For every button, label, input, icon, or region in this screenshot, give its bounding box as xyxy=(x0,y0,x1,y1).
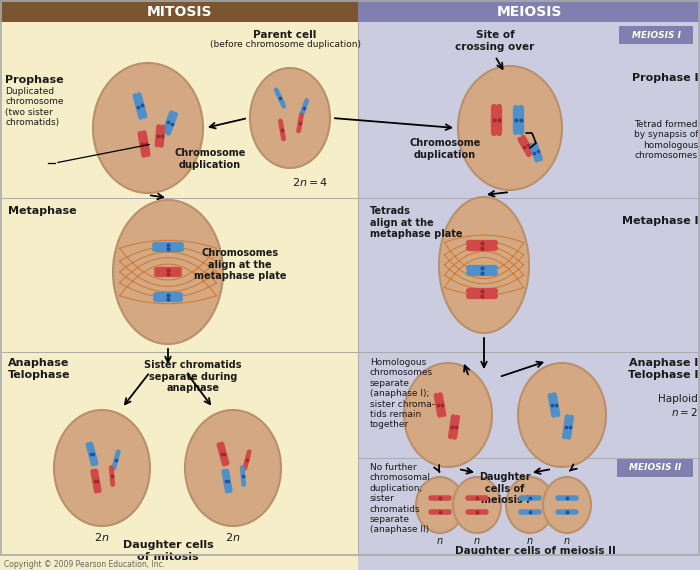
Ellipse shape xyxy=(543,477,591,533)
Text: $2n = 4$: $2n = 4$ xyxy=(292,176,328,188)
Text: Chromosome
duplication: Chromosome duplication xyxy=(174,148,246,170)
Text: Sister chromatids
separate during
anaphase: Sister chromatids separate during anapha… xyxy=(144,360,241,393)
Text: Metaphase I: Metaphase I xyxy=(622,216,698,226)
Ellipse shape xyxy=(93,63,203,193)
Ellipse shape xyxy=(458,66,562,190)
Text: Chromosomes
align at the
metaphase plate: Chromosomes align at the metaphase plate xyxy=(194,248,286,281)
Text: $2n$: $2n$ xyxy=(94,531,110,543)
Ellipse shape xyxy=(453,477,501,533)
Text: $2n$: $2n$ xyxy=(225,531,241,543)
Text: MEIOSIS I: MEIOSIS I xyxy=(631,31,680,39)
Text: No further
chromosomal
duplication;
sister
chromatids
separate
(anaphase II): No further chromosomal duplication; sist… xyxy=(370,463,431,535)
Text: Daughter cells of meiosis II: Daughter cells of meiosis II xyxy=(454,546,615,556)
Text: Chromosome
duplication: Chromosome duplication xyxy=(410,138,481,160)
Text: Anaphase
Telophase: Anaphase Telophase xyxy=(8,358,71,380)
Bar xyxy=(0,0,358,570)
Text: Haploid
$n = 2$: Haploid $n = 2$ xyxy=(658,394,698,418)
Text: MEIOSIS II: MEIOSIS II xyxy=(629,463,681,473)
Text: Prophase: Prophase xyxy=(5,75,64,85)
Text: Daughter
cells of
meiosis I: Daughter cells of meiosis I xyxy=(480,472,531,505)
Text: Daughter cells
of mitosis: Daughter cells of mitosis xyxy=(122,540,214,561)
Text: Tetrad formed
by synapsis of
homologous
chromosomes: Tetrad formed by synapsis of homologous … xyxy=(634,120,698,160)
Text: Site of
crossing over: Site of crossing over xyxy=(456,30,535,52)
Text: Duplicated
chromosome
(two sister
chromatids): Duplicated chromosome (two sister chroma… xyxy=(5,87,64,127)
FancyBboxPatch shape xyxy=(619,26,693,44)
Ellipse shape xyxy=(404,363,492,467)
Text: MEIOSIS: MEIOSIS xyxy=(496,5,561,19)
Ellipse shape xyxy=(439,197,529,333)
Text: Anaphase I
Telophase I: Anaphase I Telophase I xyxy=(628,358,698,380)
Text: $n$: $n$ xyxy=(473,536,481,546)
Ellipse shape xyxy=(113,200,223,344)
Bar xyxy=(358,0,700,570)
Bar xyxy=(0,0,358,22)
Text: Metaphase: Metaphase xyxy=(8,206,76,216)
Ellipse shape xyxy=(518,363,606,467)
Ellipse shape xyxy=(506,477,554,533)
Ellipse shape xyxy=(250,68,330,168)
Text: Prophase I: Prophase I xyxy=(631,73,698,83)
Text: Parent cell: Parent cell xyxy=(253,30,316,40)
Bar xyxy=(358,0,700,22)
Text: $n$: $n$ xyxy=(564,536,570,546)
Ellipse shape xyxy=(54,410,150,526)
Text: Homologous
chromosomes
separate
(anaphase I);
sister chroma-
tids remain
togethe: Homologous chromosomes separate (anaphas… xyxy=(370,358,435,429)
FancyBboxPatch shape xyxy=(617,459,693,477)
Text: (before chromosome duplication): (before chromosome duplication) xyxy=(209,40,360,49)
Ellipse shape xyxy=(185,410,281,526)
Text: Tetrads
align at the
metaphase plate: Tetrads align at the metaphase plate xyxy=(370,206,463,239)
Text: Copyright © 2009 Pearson Education, Inc.: Copyright © 2009 Pearson Education, Inc. xyxy=(4,560,165,569)
Text: $n$: $n$ xyxy=(436,536,444,546)
Ellipse shape xyxy=(416,477,464,533)
Text: MITOSIS: MITOSIS xyxy=(146,5,211,19)
Text: $n$: $n$ xyxy=(526,536,534,546)
